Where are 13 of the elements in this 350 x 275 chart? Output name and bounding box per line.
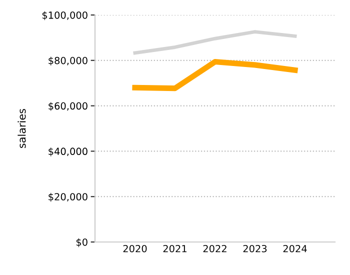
x-tick-label: 2022 — [203, 244, 226, 252]
line-series — [133, 30, 297, 55]
y-tick-label: $60,000 — [48, 102, 88, 111]
x-tick-label: 2024 — [283, 244, 307, 252]
y-axis-title: salaries — [18, 108, 26, 148]
x-tick-label: 2023 — [243, 244, 267, 252]
y-tick-label: $0 — [76, 238, 88, 248]
y-tick-label: $80,000 — [48, 56, 88, 66]
y-tick-label: $40,000 — [48, 148, 88, 156]
y-tick-label: $20,000 — [48, 192, 88, 202]
y-tick-label: $100,000 — [42, 11, 88, 20]
x-tick-label: 2021 — [163, 244, 186, 252]
x-tick-label: 2020 — [123, 244, 147, 252]
